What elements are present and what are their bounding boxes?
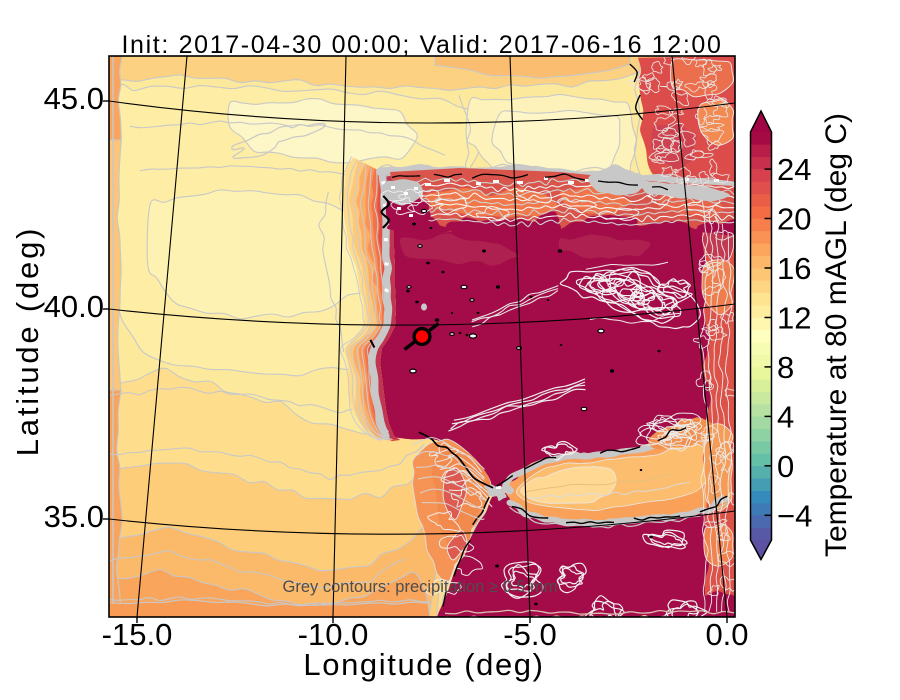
svg-text:0.0: 0.0 [705,617,748,652]
svg-text:12: 12 [777,300,811,335]
svg-text:−4: −4 [777,498,812,533]
svg-text:8: 8 [777,350,794,385]
svg-text:-5.0: -5.0 [503,617,556,652]
svg-text:Temperature at 80 mAGL (deg C): Temperature at 80 mAGL (deg C) [820,113,853,557]
svg-text:Init: 2017-04-30 00:00; Valid:: Init: 2017-04-30 00:00; Valid: 2017-06-1… [121,31,722,59]
svg-text:45.0: 45.0 [44,81,104,116]
svg-text:-15.0: -15.0 [102,617,173,652]
svg-text:20: 20 [777,202,811,237]
svg-text:-10.0: -10.0 [298,617,369,652]
svg-text:35.0: 35.0 [44,499,104,534]
svg-text:40.0: 40.0 [44,289,104,324]
svg-text:0: 0 [777,449,794,484]
svg-text:Latitude (deg): Latitude (deg) [10,226,45,457]
svg-text:Longitude (deg): Longitude (deg) [303,647,544,682]
svg-text:Grey contours: precipitation ≥: Grey contours: precipitation ≥ 0.5 mm [283,578,558,596]
svg-text:24: 24 [777,152,811,187]
svg-text:4: 4 [777,399,794,434]
svg-text:16: 16 [777,251,811,286]
